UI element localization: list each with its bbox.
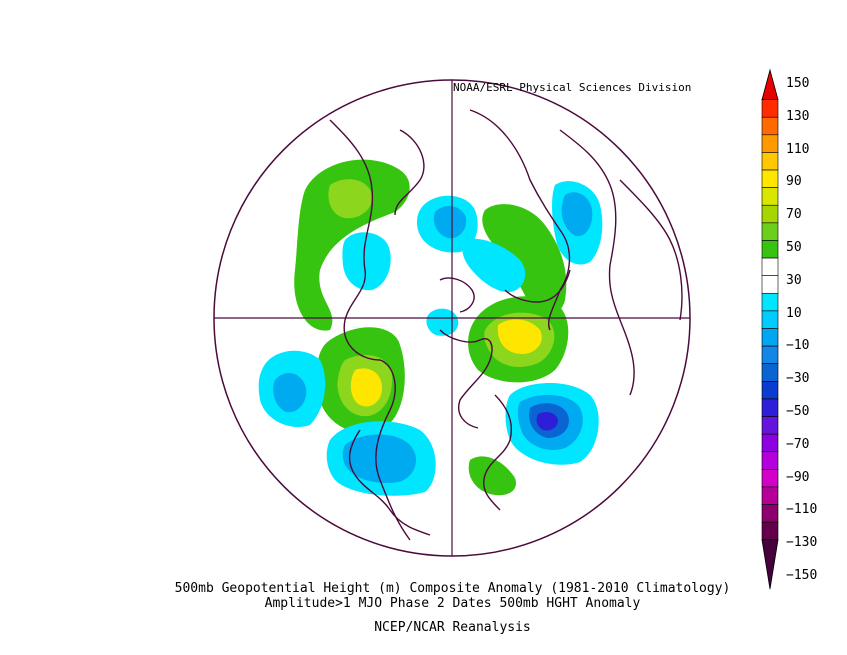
ridge-asia-band <box>294 159 410 331</box>
colorbar-swatch <box>761 451 779 470</box>
colorbar-swatch <box>761 469 779 488</box>
colorbar-label: −50 <box>786 404 810 419</box>
colorbar-swatch <box>761 433 779 453</box>
colorbar-label: −130 <box>786 535 818 551</box>
colorbar-swatch <box>761 152 779 171</box>
caption-line-2: Amplitude>1 MJO Phase 2 Dates 500mb HGHT… <box>264 596 641 611</box>
colorbar-swatch <box>761 169 779 188</box>
trough-arctic-core <box>433 206 467 239</box>
trough-siberia <box>342 232 391 291</box>
colorbar-swatch <box>761 398 779 417</box>
colorbar-label: 90 <box>786 174 802 190</box>
colorbar-swatch <box>761 363 779 382</box>
colorbar-label: 10 <box>786 305 802 321</box>
colorbar-swatch <box>761 345 779 365</box>
colorbar-label: −30 <box>786 371 810 387</box>
trough-eurasia-core <box>561 192 593 237</box>
trough-pole-small <box>426 308 459 336</box>
caption-line-1: 500mb Geopotential Height (m) Composite … <box>174 581 731 596</box>
colorbar-swatch <box>761 134 779 153</box>
colorbar-swatch <box>761 486 779 505</box>
colorbar-bottom-arrow <box>761 539 779 590</box>
caption-line-3: NCEP/NCAR Reanalysis <box>374 620 531 635</box>
colorbar-swatch <box>761 416 779 435</box>
colorbar-swatch <box>761 521 779 541</box>
colorbar-label: −150 <box>786 568 818 583</box>
colorbar-swatch <box>761 310 779 329</box>
ridge-asia-core <box>328 179 373 219</box>
colorbar-swatch <box>761 222 779 241</box>
colorbar-swatch <box>761 187 779 206</box>
trough-arctic-band <box>462 238 526 293</box>
colorbar <box>761 68 779 590</box>
colorbar-label: 50 <box>786 240 802 255</box>
colorbar-swatch <box>761 240 779 259</box>
colorbar-label: −110 <box>786 502 818 518</box>
colorbar-label: −10 <box>786 338 810 354</box>
colorbar-swatch <box>761 381 779 400</box>
colorbar-swatch <box>761 204 779 224</box>
colorbar-swatch <box>761 328 779 347</box>
colorbar-top-arrow <box>761 68 779 101</box>
colorbar-label: 110 <box>786 141 810 157</box>
colorbar-swatch <box>761 99 779 118</box>
trough-north-pacific-core <box>273 373 307 413</box>
ridge-west-north-america-max <box>350 368 382 407</box>
colorbar-swatch <box>761 257 779 276</box>
colorbar-swatch <box>761 292 779 312</box>
trough-north-atlantic-center <box>536 412 558 431</box>
ridge-europe <box>482 204 567 316</box>
trough-east-pacific-core <box>342 434 417 484</box>
ridge-greenland-max <box>497 319 542 354</box>
colorbar-label: 130 <box>786 108 810 124</box>
colorbar-label: −70 <box>786 436 810 452</box>
colorbar-label: −90 <box>786 469 810 485</box>
credit-text: NOAA/ESRL Physical Sciences Division <box>453 81 692 94</box>
colorbar-swatch <box>761 275 779 294</box>
colorbar-label: 70 <box>786 207 802 223</box>
colorbar-swatch <box>761 116 779 136</box>
colorbar-label: 150 <box>786 76 810 91</box>
anomaly-shading <box>258 109 683 541</box>
colorbar-label: 30 <box>786 272 802 288</box>
coastlines <box>329 109 683 541</box>
ridge-atlantic-small <box>468 456 516 496</box>
colorbar-swatch <box>761 504 779 523</box>
